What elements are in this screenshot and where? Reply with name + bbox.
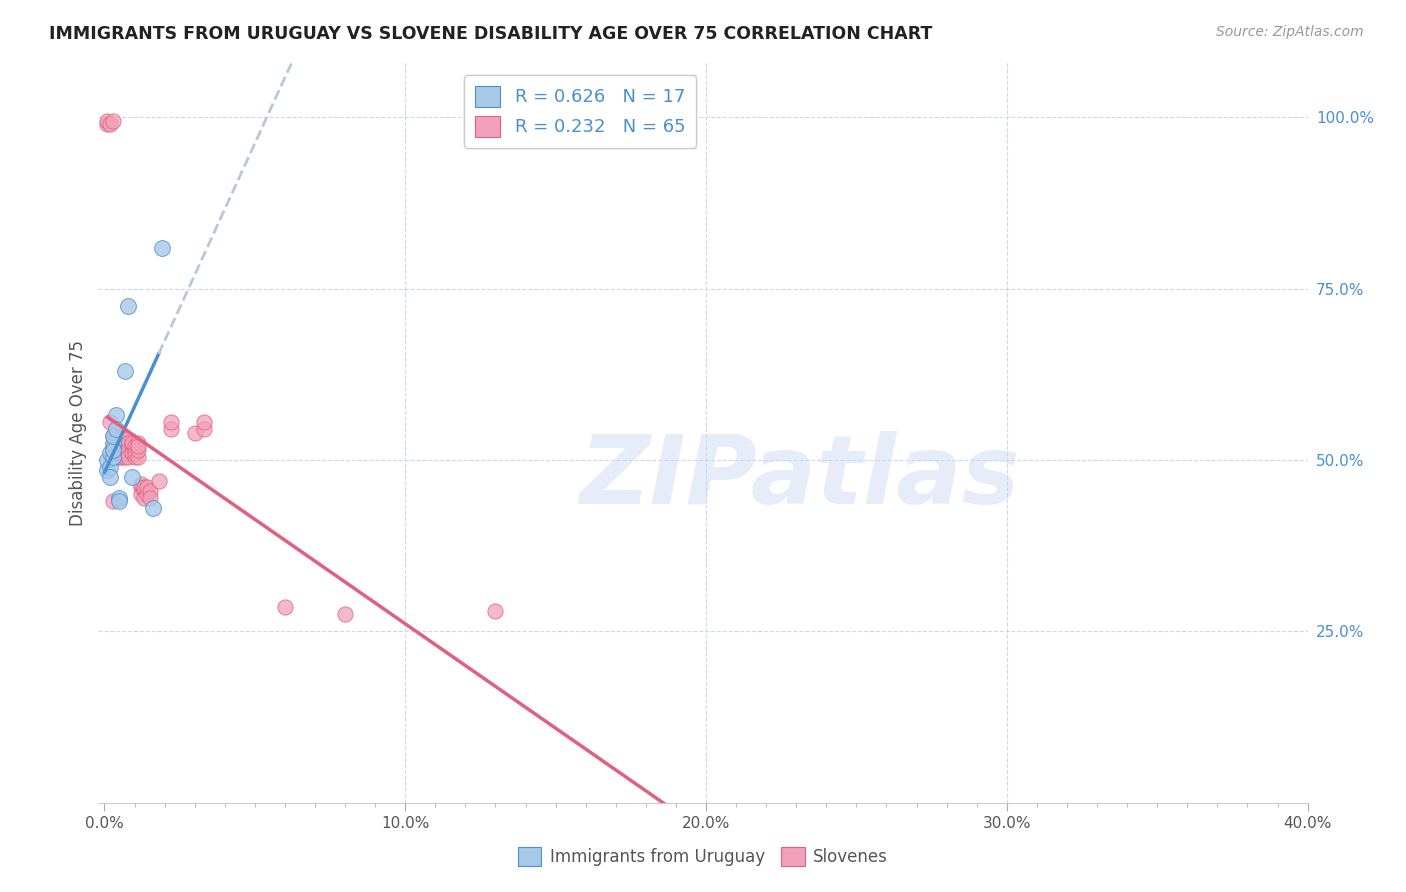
Point	[121, 446, 143, 460]
Point	[100, 470, 122, 484]
Point	[103, 439, 125, 453]
Point	[111, 446, 134, 460]
Point	[138, 483, 160, 498]
Point	[274, 600, 297, 615]
Point	[129, 487, 152, 501]
Point	[108, 439, 131, 453]
Point	[129, 477, 152, 491]
Point	[103, 450, 125, 464]
Point	[183, 425, 205, 440]
Point	[105, 439, 128, 453]
Text: Source: ZipAtlas.com: Source: ZipAtlas.com	[1216, 25, 1364, 39]
Point	[103, 436, 125, 450]
Point	[103, 442, 125, 457]
Point	[127, 436, 149, 450]
Point	[108, 436, 131, 450]
Point	[127, 450, 149, 464]
Point	[105, 436, 128, 450]
Point	[127, 439, 149, 453]
Point	[108, 442, 131, 457]
Point	[108, 491, 131, 505]
Point	[114, 439, 136, 453]
Point	[103, 113, 125, 128]
Point	[193, 422, 215, 436]
Point	[121, 470, 143, 484]
Point	[105, 446, 128, 460]
Legend: Immigrants from Uruguay, Slovenes: Immigrants from Uruguay, Slovenes	[512, 840, 894, 873]
Point	[108, 442, 131, 457]
Point	[108, 450, 131, 464]
Legend: R = 0.626   N = 17, R = 0.232   N = 65: R = 0.626 N = 17, R = 0.232 N = 65	[464, 75, 696, 147]
Point	[127, 442, 149, 457]
Point	[96, 117, 118, 131]
Point	[135, 487, 157, 501]
Point	[117, 299, 139, 313]
Point	[103, 494, 125, 508]
Point	[132, 480, 155, 494]
Point	[108, 494, 131, 508]
Point	[105, 429, 128, 443]
Point	[96, 463, 118, 477]
Point	[114, 442, 136, 457]
Point	[111, 439, 134, 453]
Point	[105, 409, 128, 423]
Point	[142, 501, 165, 516]
Point	[135, 480, 157, 494]
Y-axis label: Disability Age Over 75: Disability Age Over 75	[69, 340, 87, 525]
Point	[100, 117, 122, 131]
Point	[96, 453, 118, 467]
Point	[114, 433, 136, 447]
Point	[333, 607, 356, 622]
Point	[100, 446, 122, 460]
Point	[484, 604, 506, 618]
Point	[111, 450, 134, 464]
Point	[117, 442, 139, 457]
Point	[108, 433, 131, 447]
Point	[103, 446, 125, 460]
Point	[124, 450, 146, 464]
Point	[105, 422, 128, 436]
Point	[117, 436, 139, 450]
Point	[159, 415, 181, 429]
Point	[159, 422, 181, 436]
Point	[124, 446, 146, 460]
Point	[100, 459, 122, 474]
Point	[114, 450, 136, 464]
Point	[103, 450, 125, 464]
Point	[117, 446, 139, 460]
Point	[132, 491, 155, 505]
Point	[121, 439, 143, 453]
Text: IMMIGRANTS FROM URUGUAY VS SLOVENE DISABILITY AGE OVER 75 CORRELATION CHART: IMMIGRANTS FROM URUGUAY VS SLOVENE DISAB…	[49, 25, 932, 43]
Point	[148, 474, 170, 488]
Point	[108, 446, 131, 460]
Point	[103, 429, 125, 443]
Point	[105, 450, 128, 464]
Point	[150, 240, 173, 255]
Point	[114, 364, 136, 378]
Text: ZIPatlas: ZIPatlas	[579, 431, 1019, 524]
Point	[100, 415, 122, 429]
Point	[124, 439, 146, 453]
Point	[193, 415, 215, 429]
Point	[105, 442, 128, 457]
Point	[117, 450, 139, 464]
Point	[132, 483, 155, 498]
Point	[96, 113, 118, 128]
Point	[138, 491, 160, 505]
Point	[111, 433, 134, 447]
Point	[121, 436, 143, 450]
Point	[129, 480, 152, 494]
Point	[124, 442, 146, 457]
Point	[103, 429, 125, 443]
